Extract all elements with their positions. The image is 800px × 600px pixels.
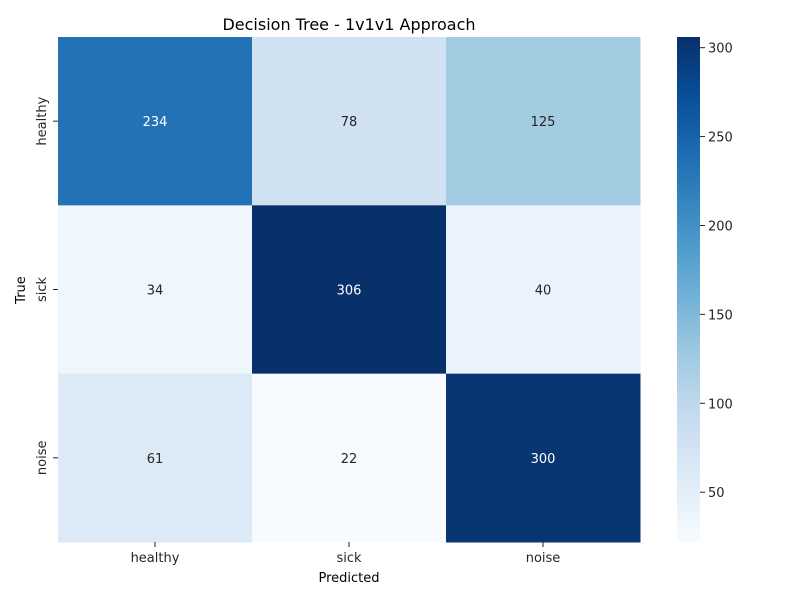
y-tick-label: noise [35, 441, 50, 476]
heatmap-cell [252, 373, 447, 543]
colorbar-gradient [677, 37, 700, 542]
x-tick-label: healthy [131, 551, 180, 566]
heatmap-cells: 234 78 125 34 306 40 61 22 300 [58, 37, 641, 543]
x-tick-label: noise [526, 551, 561, 566]
cell-value-label: 78 [341, 115, 358, 130]
y-tick-label: sick [35, 276, 50, 302]
heatmap-cell [446, 205, 641, 375]
cell-value-label: 306 [337, 284, 362, 299]
heatmap-cell [252, 37, 447, 206]
colorbar-tick-label: 200 [708, 219, 733, 234]
colorbar-tick-label: 50 [708, 486, 725, 501]
heatmap-cell [58, 373, 253, 543]
cell-value-label: 61 [147, 452, 164, 467]
cell-value-label: 234 [143, 115, 168, 130]
cell-value-label: 300 [531, 452, 556, 467]
colorbar-tick-label: 250 [708, 131, 733, 146]
colorbar-tick-label: 150 [708, 308, 733, 323]
colorbar-tick-label: 300 [708, 42, 733, 57]
x-axis: healthy sick noise [131, 542, 561, 566]
heatmap-cell [446, 37, 641, 206]
cell-value-label: 34 [147, 284, 164, 299]
cell-value-label: 22 [341, 452, 358, 467]
cell-value-label: 40 [535, 284, 552, 299]
y-axis: healthy sick noise [35, 96, 58, 475]
x-axis-title: Predicted [318, 571, 379, 586]
heatmap-cell [446, 373, 641, 543]
heatmap-cell [58, 205, 253, 375]
x-tick-label: sick [336, 551, 362, 566]
cell-value-label: 125 [531, 115, 556, 130]
heatmap-cell [58, 37, 253, 206]
heatmap-cell [252, 205, 447, 375]
colorbar: 50 100 150 200 250 300 [677, 37, 733, 542]
y-tick-label: healthy [35, 96, 50, 145]
colorbar-tick-label: 100 [708, 397, 733, 412]
chart-title: Decision Tree - 1v1v1 Approach [222, 15, 475, 34]
y-axis-title: True [14, 276, 29, 305]
